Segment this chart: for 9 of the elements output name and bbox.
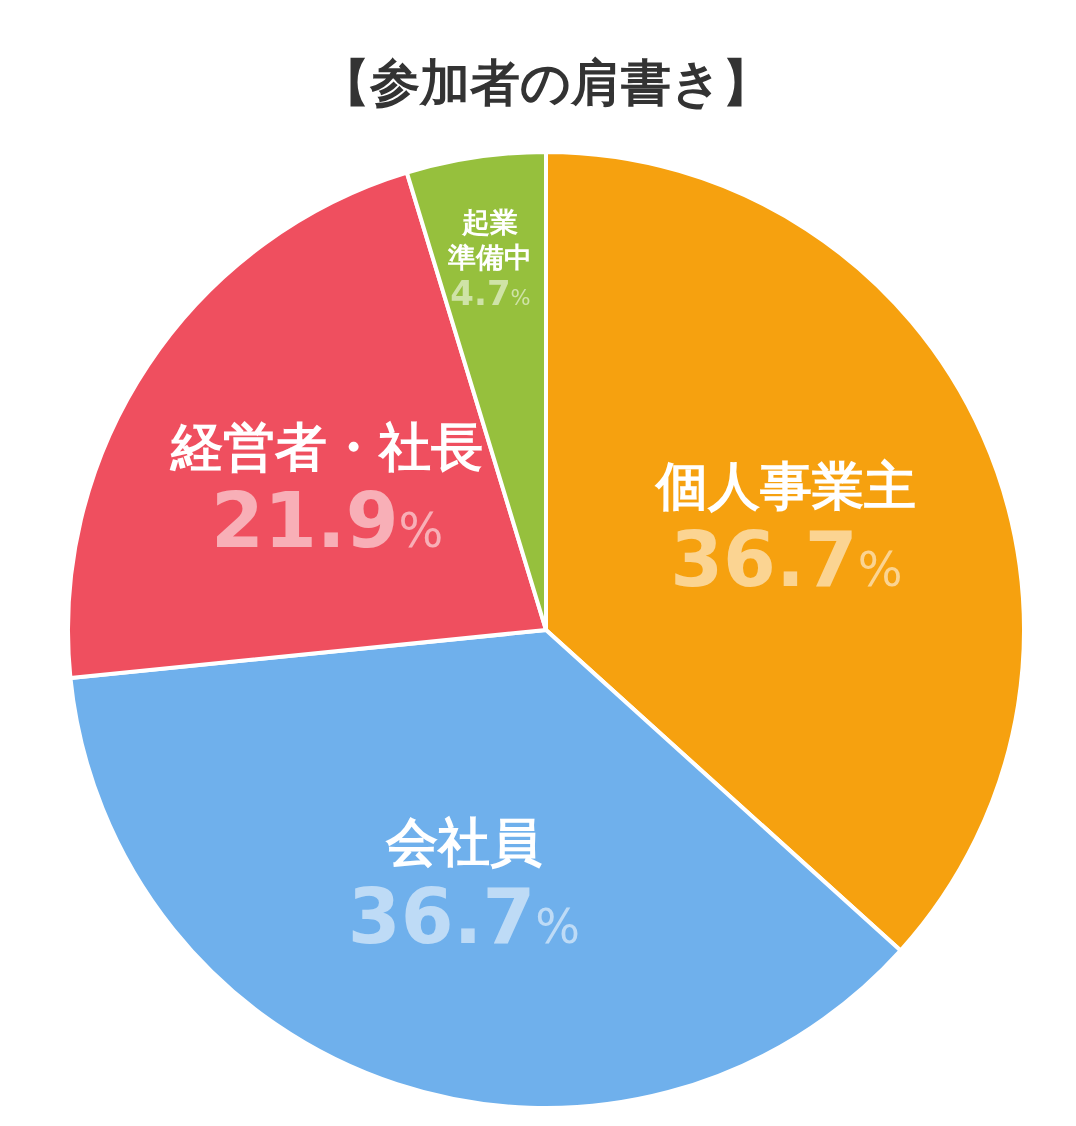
data-label: 36.7% (670, 515, 903, 605)
slice-label: 個人事業主 (654, 455, 917, 516)
slice-label: 起業準備中 (447, 206, 533, 275)
data-label: 36.7% (347, 871, 581, 961)
chart-title: 【参加者の肩書き】 (320, 54, 772, 112)
slice-label: 経営者・社長 (169, 416, 484, 477)
data-label: 21.9% (211, 476, 444, 566)
slice-label: 会社員 (384, 812, 542, 873)
data-label: 4.7% (450, 273, 531, 314)
